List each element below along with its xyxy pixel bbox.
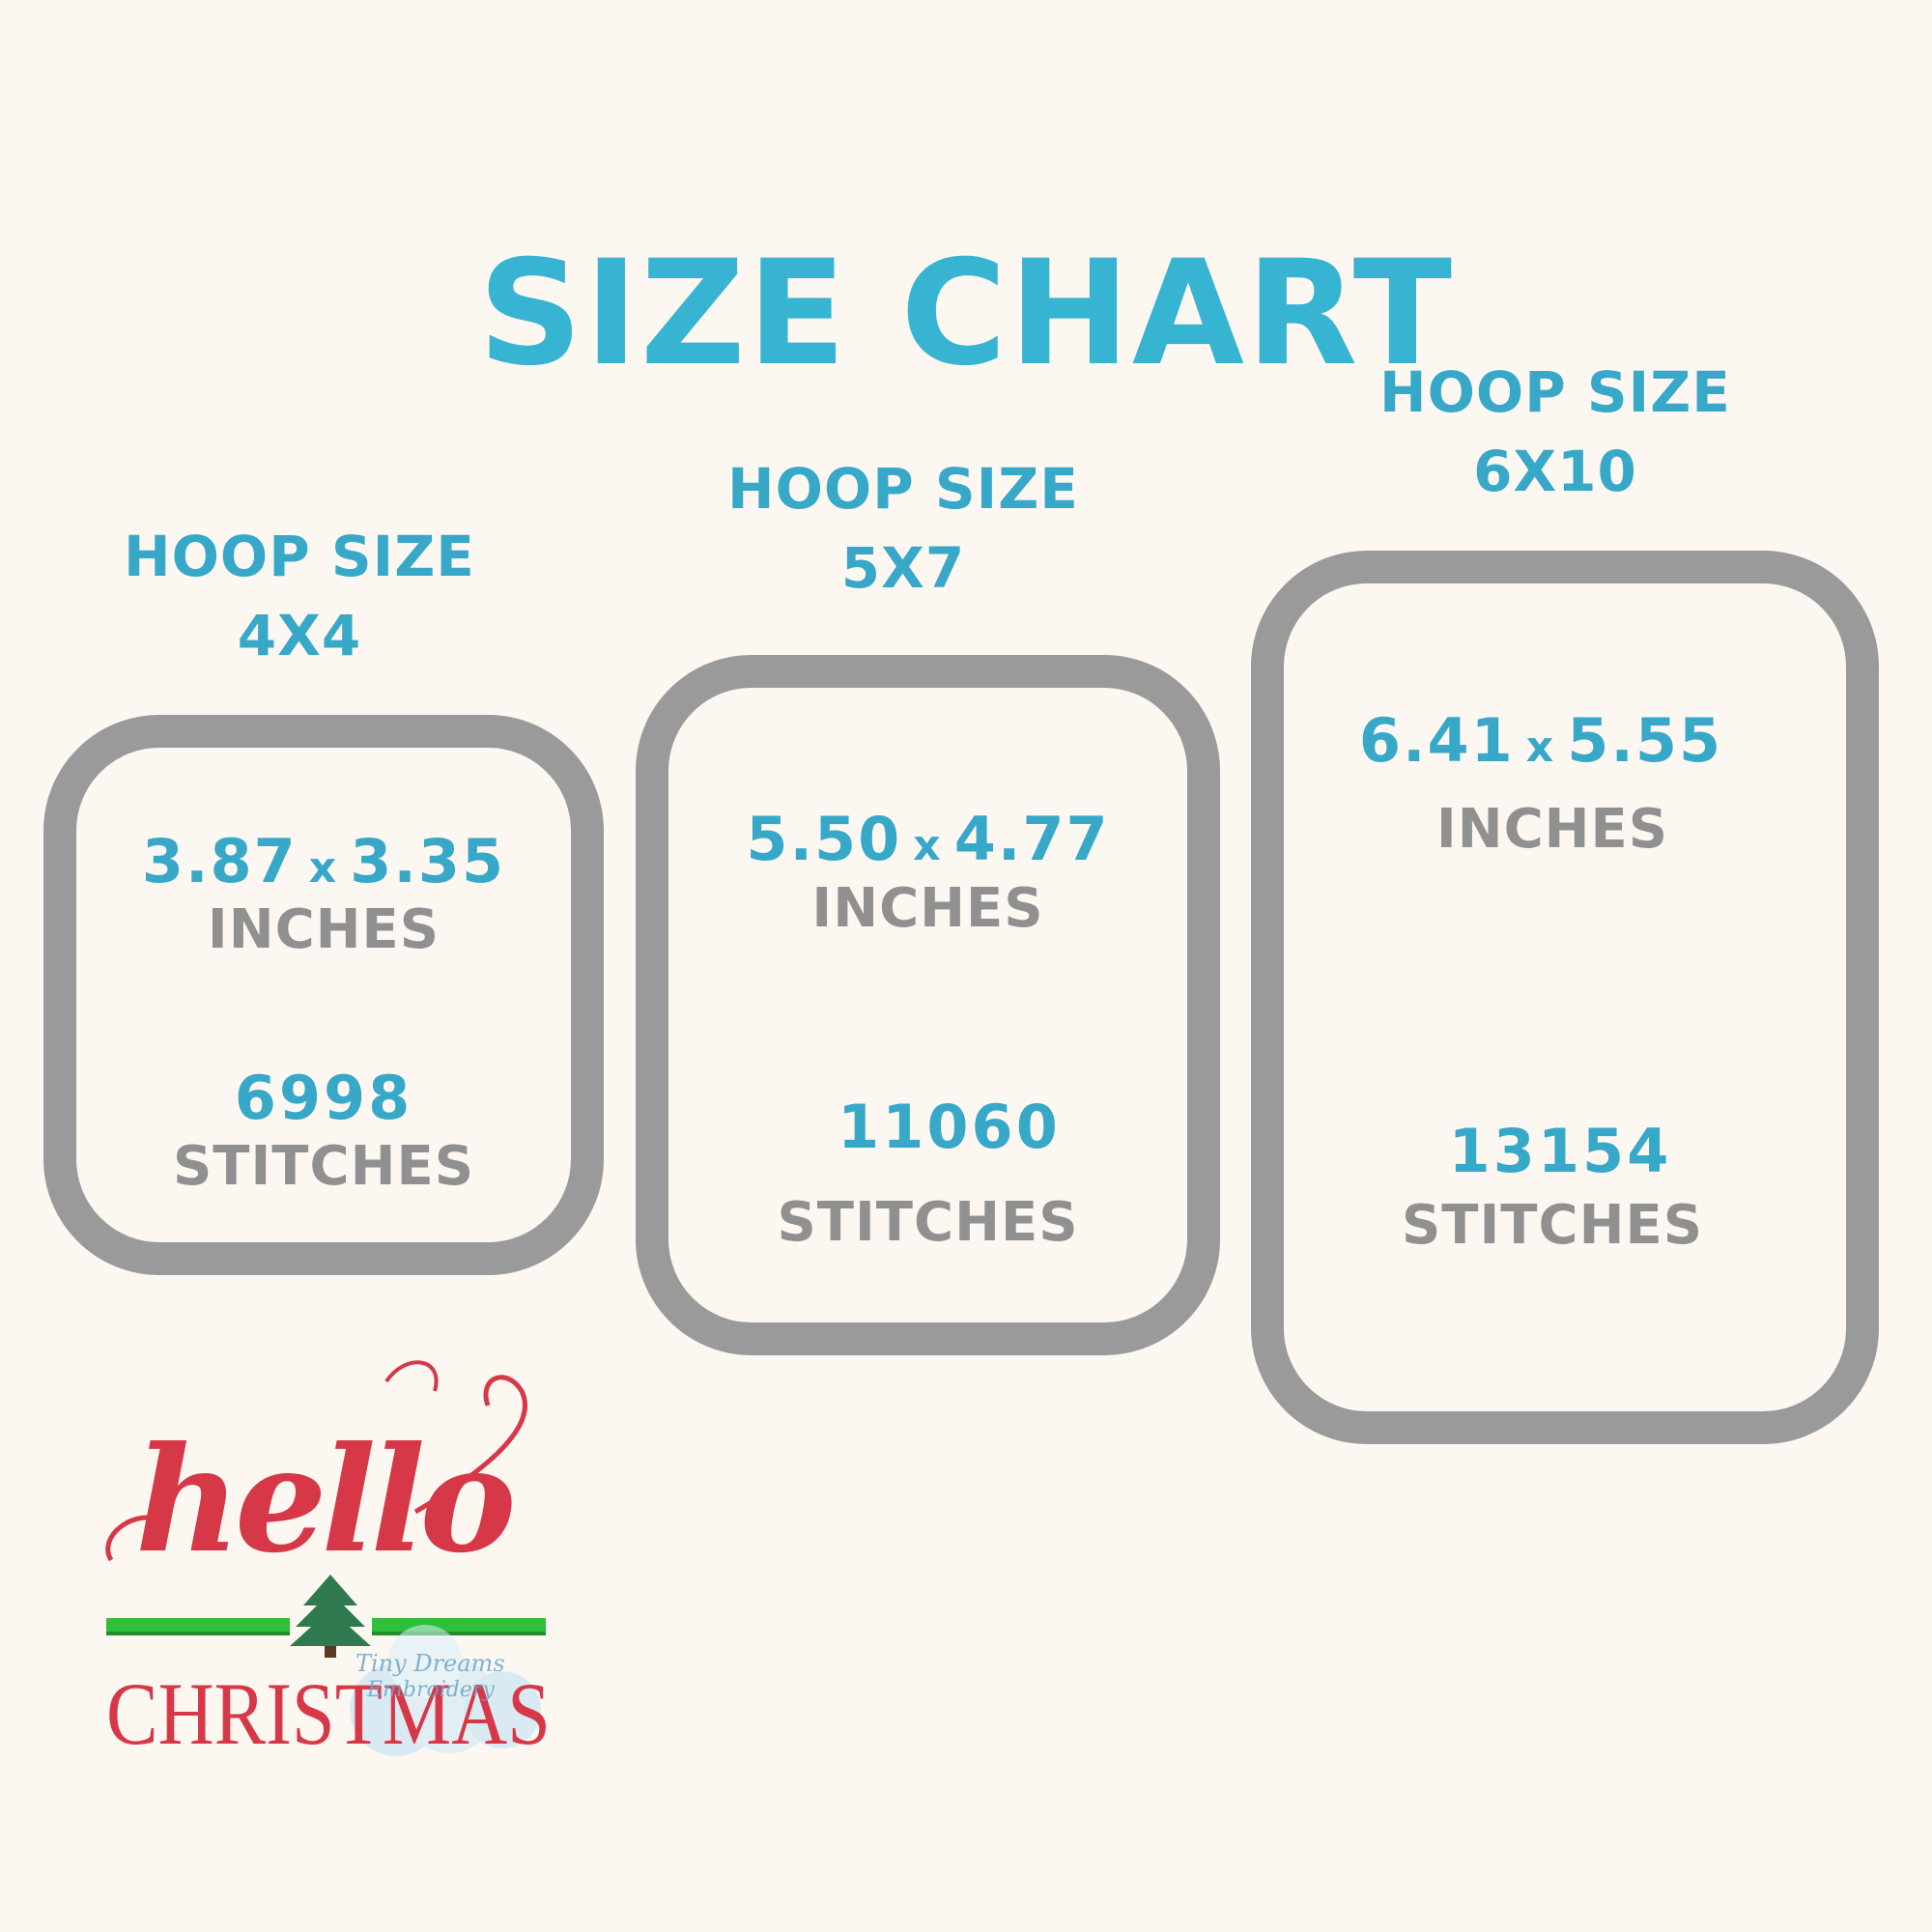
unit-label: INCHES: [207, 898, 440, 961]
hoop-label-text: HOOP SIZE: [1379, 359, 1731, 425]
design-height: 3.35: [350, 826, 506, 896]
design-width: 5.50: [746, 804, 902, 874]
green-line-left-dark: [106, 1632, 290, 1635]
design-height: 4.77: [953, 804, 1110, 874]
dimension-separator: x: [913, 821, 943, 870]
watermark-line1: Tiny Dreams: [355, 1650, 505, 1677]
hoop-size-value: 6X10: [1473, 439, 1637, 504]
stitch-label: STITCHES: [1401, 1194, 1704, 1257]
page-title: SIZE CHART: [477, 230, 1455, 398]
hoop-label-6x10: HOOP SIZE 6X10: [1372, 353, 1739, 511]
logo-word: CHRISTMAS: [106, 1664, 551, 1758]
stitch-label: STITCHES: [172, 1135, 475, 1198]
stitch-label: STITCHES: [777, 1191, 1079, 1254]
dimension-separator: x: [1525, 723, 1556, 772]
tree-icon: [290, 1575, 371, 1658]
hoop-frame-4x4: [43, 715, 604, 1275]
flourish-loop: [384, 1360, 439, 1392]
unit-label: INCHES: [811, 877, 1044, 940]
hoop-label-text: HOOP SIZE: [727, 456, 1079, 522]
flourish-left: [105, 1515, 166, 1562]
green-line-right-dark: [372, 1632, 546, 1635]
stitch-count: 13154: [1448, 1116, 1672, 1186]
unit-label: INCHES: [1435, 798, 1669, 861]
hoop-frame-6x10: [1251, 551, 1879, 1444]
green-line-left: [106, 1618, 290, 1635]
dimension-separator: x: [308, 843, 339, 893]
watermark-bubbles: [350, 1625, 541, 1756]
watermark-line2: Embroidery: [366, 1678, 495, 1702]
design-width: 3.87: [141, 826, 298, 896]
hoop-label-text: HOOP SIZE: [124, 524, 475, 589]
hoop-label-5x7: HOOP SIZE 5X7: [720, 449, 1087, 608]
design-dimensions: 6.41 x 5.55: [1227, 705, 1855, 776]
hello-christmas-design: hello CHRISTMAS Tiny Dreams Embroidery: [105, 1360, 551, 1758]
hoop-frame-5x7: [636, 655, 1220, 1355]
logo-script-word: hello: [135, 1415, 512, 1585]
stitch-count: 6998: [234, 1063, 413, 1133]
hoop-size-value: 5X7: [840, 535, 966, 601]
hoop-label-4x4: HOOP SIZE 4X4: [116, 517, 483, 675]
design-width: 6.41: [1358, 705, 1515, 776]
flourish-right: [413, 1375, 527, 1515]
hoop-size-value: 4X4: [237, 603, 362, 668]
design-dimensions: 5.50 x 4.77: [636, 804, 1220, 874]
design-dimensions: 3.87 x 3.35: [43, 826, 604, 896]
stitch-count: 11060: [838, 1092, 1061, 1162]
design-height: 5.55: [1567, 705, 1723, 776]
